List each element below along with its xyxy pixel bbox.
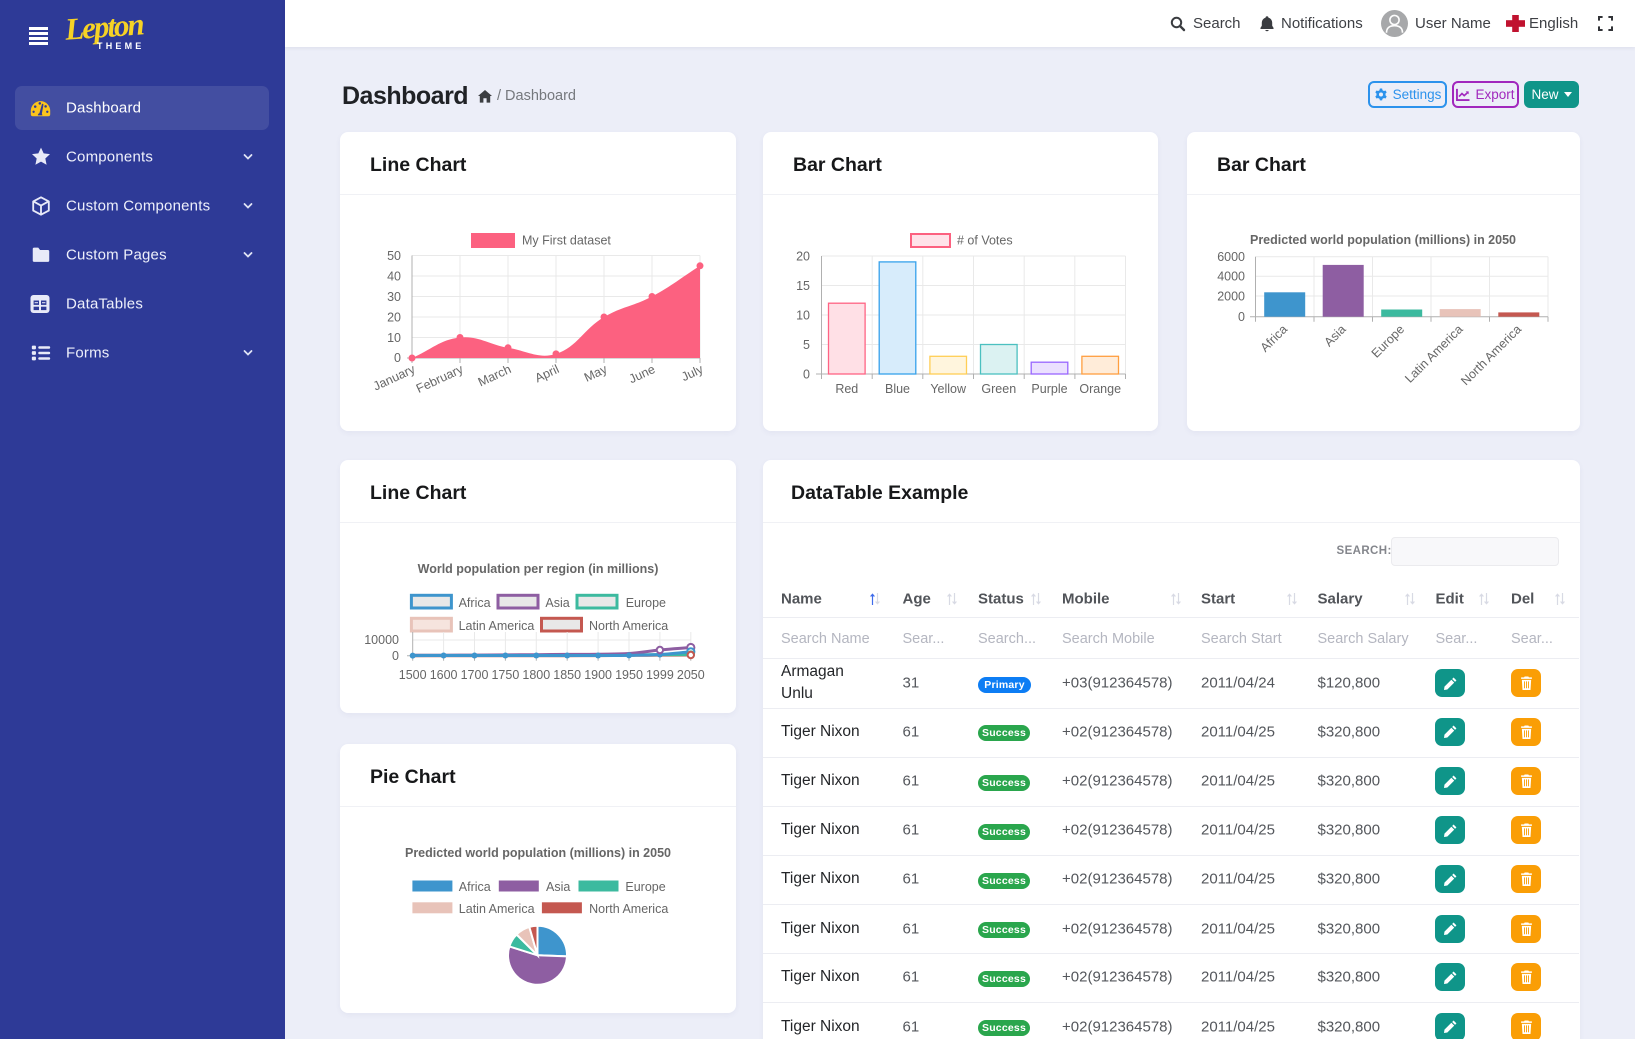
svg-text:Predicted world population (mi: Predicted world population (millions) in…	[1250, 233, 1516, 247]
svg-text:0: 0	[803, 368, 810, 382]
svg-text:Europe: Europe	[1369, 322, 1407, 360]
svg-text:Europe: Europe	[626, 596, 666, 610]
svg-text:20: 20	[796, 250, 810, 264]
svg-text:10: 10	[796, 309, 810, 323]
svg-text:April: April	[533, 362, 562, 385]
svg-text:Predicted world population (mi: Predicted world population (millions) in…	[405, 846, 671, 860]
svg-text:4000: 4000	[1217, 270, 1245, 284]
svg-text:Asia: Asia	[1322, 322, 1349, 349]
svg-text:6000: 6000	[1217, 250, 1245, 264]
svg-text:1500: 1500	[399, 668, 427, 682]
svg-text:Red: Red	[835, 382, 858, 396]
svg-text:North America: North America	[1458, 322, 1524, 388]
svg-text:2000: 2000	[1217, 289, 1245, 303]
svg-text:Purple: Purple	[1031, 382, 1067, 396]
svg-text:Latin America: Latin America	[1402, 322, 1465, 385]
svg-text:1950: 1950	[615, 668, 643, 682]
svg-text:5: 5	[803, 338, 810, 352]
svg-text:May: May	[582, 362, 610, 385]
svg-text:10000: 10000	[364, 633, 399, 647]
svg-text:Orange: Orange	[1079, 382, 1121, 396]
svg-text:1750: 1750	[491, 668, 519, 682]
svg-text:My First dataset: My First dataset	[522, 234, 611, 248]
svg-text:2050: 2050	[677, 668, 705, 682]
svg-text:1600: 1600	[430, 668, 458, 682]
svg-text:0: 0	[394, 351, 401, 365]
svg-text:Latin America: Latin America	[459, 902, 535, 916]
svg-text:Asia: Asia	[546, 880, 570, 894]
svg-text:20: 20	[387, 311, 401, 325]
svg-text:Blue: Blue	[885, 382, 910, 396]
svg-text:40: 40	[387, 270, 401, 284]
svg-text:1800: 1800	[522, 668, 550, 682]
svg-text:Latin America: Latin America	[459, 619, 535, 633]
svg-text:1900: 1900	[584, 668, 612, 682]
svg-text:June: June	[627, 362, 658, 386]
svg-text:15: 15	[796, 279, 810, 293]
svg-text:February: February	[414, 362, 466, 396]
svg-text:# of Votes: # of Votes	[957, 234, 1013, 248]
svg-text:50: 50	[387, 249, 401, 263]
svg-text:0: 0	[392, 649, 399, 663]
svg-text:March: March	[476, 362, 513, 389]
svg-text:Yellow: Yellow	[930, 382, 967, 396]
svg-text:30: 30	[387, 290, 401, 304]
svg-text:0: 0	[1238, 310, 1245, 324]
svg-text:North America: North America	[589, 619, 668, 633]
svg-text:Africa: Africa	[459, 596, 491, 610]
svg-text:January: January	[371, 362, 418, 394]
svg-text:10: 10	[387, 331, 401, 345]
svg-text:Africa: Africa	[459, 880, 491, 894]
svg-text:July: July	[679, 362, 706, 384]
svg-text:World population per region (i: World population per region (in millions…	[418, 562, 659, 576]
svg-text:1700: 1700	[461, 668, 489, 682]
svg-text:North America: North America	[589, 902, 668, 916]
svg-text:1850: 1850	[553, 668, 581, 682]
svg-text:Africa: Africa	[1258, 322, 1291, 355]
svg-text:1999: 1999	[646, 668, 674, 682]
svg-text:Green: Green	[981, 382, 1016, 396]
svg-text:Europe: Europe	[625, 880, 665, 894]
svg-text:Asia: Asia	[545, 596, 569, 610]
